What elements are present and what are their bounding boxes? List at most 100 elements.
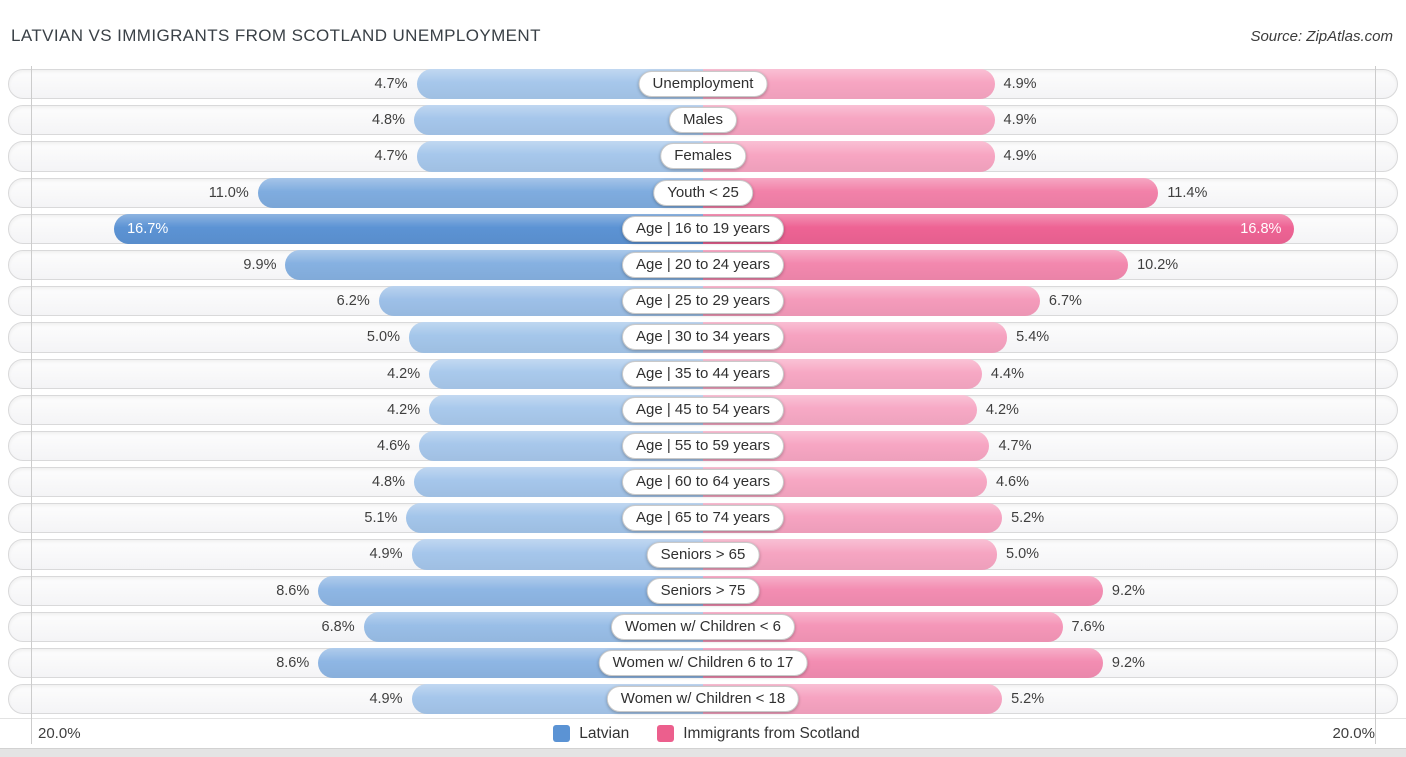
legend: Latvian Immigrants from Scotland xyxy=(553,725,860,743)
legend-item-immigrants: Immigrants from Scotland xyxy=(657,725,860,743)
chart-row: 16.7% 16.8% Age | 16 to 19 years xyxy=(0,211,1406,247)
value-immigrants: 6.7% xyxy=(1048,293,1082,310)
value-latvian: 4.7% xyxy=(374,148,408,165)
value-latvian: 4.7% xyxy=(374,76,408,92)
category-label: Age | 25 to 29 years xyxy=(622,288,784,315)
bar-latvian[interactable] xyxy=(318,575,703,606)
bar-latvian[interactable] xyxy=(257,177,703,208)
value-immigrants: 4.9% xyxy=(1003,112,1037,129)
category-label: Women w/ Children < 6 xyxy=(610,613,796,640)
chart-area: 4.7% 4.9% Unemployment 4.8% 4.9% Males 4… xyxy=(0,66,1406,744)
value-immigrants: 9.2% xyxy=(1111,655,1145,671)
value-immigrants: 4.9% xyxy=(1003,148,1037,165)
bar-latvian[interactable] xyxy=(114,213,703,244)
axis-gridline-right xyxy=(1375,66,1377,744)
category-label: Age | 55 to 59 years xyxy=(622,432,784,459)
header: LATVIAN VS IMMIGRANTS FROM SCOTLAND UNEM… xyxy=(0,0,1406,66)
category-label: Age | 60 to 64 years xyxy=(622,469,784,496)
chart-row: 4.2% 4.2% Age | 45 to 54 years xyxy=(0,392,1406,428)
value-latvian: 4.8% xyxy=(371,474,406,491)
bar-immigrants[interactable] xyxy=(703,213,1295,244)
chart-row: 8.6% 9.2% Seniors > 75 xyxy=(0,573,1406,609)
bar-latvian[interactable] xyxy=(414,105,703,136)
category-label: Seniors > 75 xyxy=(646,577,760,604)
axis-label-right: 20.0% xyxy=(1332,725,1375,742)
value-latvian: 5.1% xyxy=(364,510,398,527)
chart-rows: 4.7% 4.9% Unemployment 4.8% 4.9% Males 4… xyxy=(0,66,1406,717)
category-label: Seniors > 65 xyxy=(646,541,760,568)
value-immigrants: 11.4% xyxy=(1167,184,1208,201)
category-label: Age | 16 to 19 years xyxy=(622,215,784,242)
category-label: Age | 45 to 54 years xyxy=(622,396,784,423)
chart-row: 4.9% 5.2% Women w/ Children < 18 xyxy=(0,681,1406,717)
value-latvian: 4.9% xyxy=(369,691,403,708)
value-immigrants: 4.7% xyxy=(998,437,1032,454)
category-label: Women w/ Children 6 to 17 xyxy=(598,650,808,677)
legend-item-latvian: Latvian xyxy=(553,725,629,743)
chart-row: 4.2% 4.4% Age | 35 to 44 years xyxy=(0,356,1406,392)
value-latvian: 8.6% xyxy=(276,655,310,671)
category-label: Age | 35 to 44 years xyxy=(622,360,784,387)
chart-row: 8.6% 9.2% Women w/ Children 6 to 17 xyxy=(0,645,1406,681)
value-immigrants: 4.4% xyxy=(990,365,1024,382)
value-latvian: 8.6% xyxy=(276,582,310,599)
chart-row: 4.7% 4.9% Unemployment xyxy=(0,66,1406,102)
category-label: Age | 30 to 34 years xyxy=(622,324,784,351)
legend-label-latvian: Latvian xyxy=(579,724,630,742)
value-latvian: 9.9% xyxy=(243,256,277,273)
chart-row: 4.6% 4.7% Age | 55 to 59 years xyxy=(0,428,1406,464)
value-immigrants: 4.6% xyxy=(995,474,1029,491)
chart-row: 4.8% 4.6% Age | 60 to 64 years xyxy=(0,464,1406,500)
bottom-edge-strip xyxy=(0,748,1406,757)
axis-footer: 20.0% Latvian Immigrants from Scotland 2… xyxy=(0,718,1406,748)
category-label: Youth < 25 xyxy=(653,179,753,206)
value-immigrants: 5.4% xyxy=(1016,329,1050,346)
value-immigrants: 16.8% xyxy=(1240,220,1282,237)
value-latvian: 11.0% xyxy=(208,184,249,201)
bar-latvian[interactable] xyxy=(411,684,703,715)
axis-label-left: 20.0% xyxy=(38,725,81,742)
legend-label-immigrants: Immigrants from Scotland xyxy=(683,724,860,742)
value-immigrants: 4.2% xyxy=(985,401,1019,418)
category-label: Women w/ Children < 18 xyxy=(606,686,800,713)
value-immigrants: 10.2% xyxy=(1137,256,1179,273)
chart-row: 4.9% 5.0% Seniors > 65 xyxy=(0,536,1406,572)
value-immigrants: 4.9% xyxy=(1003,76,1037,92)
value-latvian: 4.8% xyxy=(371,112,406,129)
category-label: Females xyxy=(660,143,746,170)
chart-row: 9.9% 10.2% Age | 20 to 24 years xyxy=(0,247,1406,283)
category-label: Males xyxy=(668,107,738,134)
value-immigrants: 5.2% xyxy=(1011,691,1045,708)
chart-row: 4.8% 4.9% Males xyxy=(0,102,1406,138)
chart-row: 4.7% 4.9% Females xyxy=(0,138,1406,174)
value-immigrants: 9.2% xyxy=(1111,582,1145,599)
value-latvian: 16.7% xyxy=(127,220,169,237)
value-immigrants: 5.2% xyxy=(1011,510,1045,527)
chart-row: 11.0% 11.4% Youth < 25 xyxy=(0,175,1406,211)
value-latvian: 5.0% xyxy=(366,329,400,346)
bar-immigrants[interactable] xyxy=(703,141,995,172)
page-title: LATVIAN VS IMMIGRANTS FROM SCOTLAND UNEM… xyxy=(11,26,541,45)
chart-row: 6.8% 7.6% Women w/ Children < 6 xyxy=(0,609,1406,645)
chart-row: 5.0% 5.4% Age | 30 to 34 years xyxy=(0,319,1406,355)
bar-immigrants[interactable] xyxy=(703,177,1159,208)
bar-latvian[interactable] xyxy=(416,141,703,172)
category-label: Age | 65 to 74 years xyxy=(622,505,784,532)
chart-row: 5.1% 5.2% Age | 65 to 74 years xyxy=(0,500,1406,536)
source-attribution: Source: ZipAtlas.com xyxy=(1250,27,1393,45)
legend-swatch-immigrants-icon xyxy=(657,725,675,742)
value-latvian: 6.8% xyxy=(321,618,355,635)
value-latvian: 4.9% xyxy=(369,546,403,563)
category-label: Age | 20 to 24 years xyxy=(622,252,784,279)
value-immigrants: 5.0% xyxy=(1006,546,1040,563)
bar-immigrants[interactable] xyxy=(703,575,1103,606)
axis-gridline-left xyxy=(30,66,32,744)
bar-immigrants[interactable] xyxy=(703,105,995,136)
value-latvian: 4.2% xyxy=(387,401,421,418)
value-latvian: 4.2% xyxy=(387,365,421,382)
category-label: Unemployment xyxy=(638,71,768,98)
value-latvian: 6.2% xyxy=(336,293,370,310)
chart-row: 6.2% 6.7% Age | 25 to 29 years xyxy=(0,283,1406,319)
value-immigrants: 7.6% xyxy=(1071,618,1105,635)
